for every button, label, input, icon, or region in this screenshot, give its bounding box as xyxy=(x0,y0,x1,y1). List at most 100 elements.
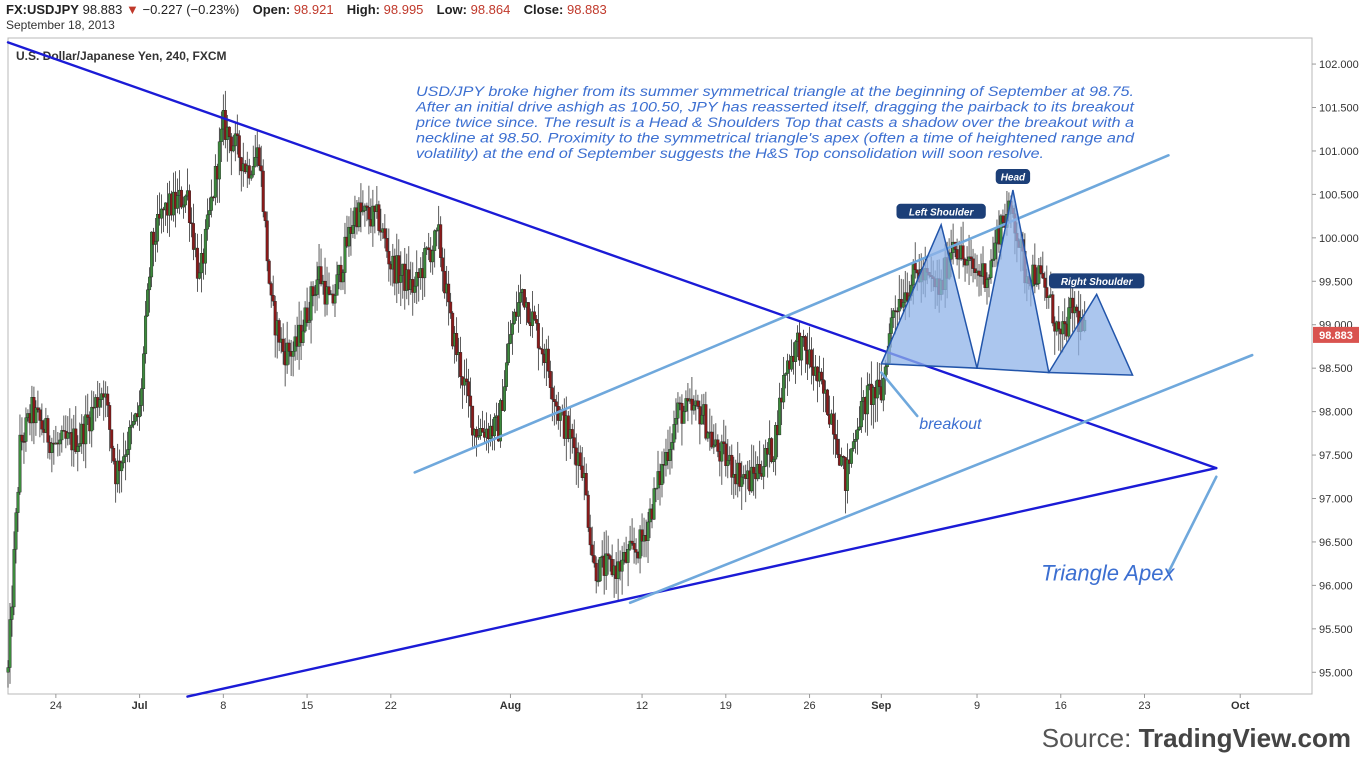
candle-body xyxy=(120,462,124,472)
candle-body xyxy=(510,323,514,335)
candle-body xyxy=(106,393,110,406)
candle-body xyxy=(181,204,185,208)
candle-body xyxy=(839,456,843,466)
candle-body xyxy=(506,343,510,363)
candle-body xyxy=(502,386,506,411)
candle-body xyxy=(227,126,231,138)
candle-body xyxy=(512,311,516,324)
candle-body xyxy=(377,204,381,231)
candle-body xyxy=(730,454,734,478)
chart-title: U.S. Dollar/Japanese Yen, 240, FXCM xyxy=(16,49,227,63)
candle-body xyxy=(138,405,142,418)
candle-body xyxy=(305,307,309,323)
y-tick-label: 101.500 xyxy=(1319,103,1359,115)
candle-body xyxy=(285,342,289,366)
y-tick-label: 95.000 xyxy=(1319,667,1353,679)
candle-body xyxy=(78,443,82,447)
x-tick-label: Jul xyxy=(132,700,148,712)
candle-body xyxy=(247,165,251,179)
x-tick-label: 26 xyxy=(803,700,815,712)
candle-body xyxy=(580,465,584,478)
candle-body xyxy=(594,562,598,582)
candle-body xyxy=(821,379,825,394)
candle-body xyxy=(291,351,295,357)
candle-body xyxy=(820,371,824,380)
candle-body xyxy=(877,379,881,387)
candle-body xyxy=(62,430,66,432)
candle-body xyxy=(267,260,271,284)
candle-body xyxy=(415,272,419,287)
candle-body xyxy=(183,195,187,206)
candle-body xyxy=(195,247,199,279)
candle-body xyxy=(359,202,363,213)
x-tick-label: Oct xyxy=(1231,700,1250,712)
chart-date: September 18, 2013 xyxy=(6,18,115,32)
candle-body xyxy=(455,333,459,356)
x-tick-label: Sep xyxy=(871,700,891,712)
candle-body xyxy=(841,456,845,458)
candle-body xyxy=(439,224,443,258)
candle-body xyxy=(969,256,973,260)
candle-body xyxy=(261,170,265,212)
candle-body xyxy=(22,441,26,443)
candle-body xyxy=(949,252,953,260)
candle-body xyxy=(10,606,14,620)
candle-body xyxy=(672,424,676,443)
trendline-triangle-lower xyxy=(186,466,1218,698)
candle-body xyxy=(443,270,447,294)
x-tick-label: 12 xyxy=(636,700,648,712)
candle-body xyxy=(150,231,154,278)
candle-body xyxy=(333,295,337,304)
candle-body xyxy=(1075,306,1079,312)
candle-body xyxy=(794,341,798,362)
candle-body xyxy=(341,272,345,283)
candle-body xyxy=(740,476,744,487)
candle-body xyxy=(772,458,776,463)
candle-body xyxy=(34,407,38,424)
down-arrow-icon: ▼ xyxy=(125,2,139,17)
trendline-apex-pointer xyxy=(1167,475,1218,574)
candle-body xyxy=(427,247,431,251)
x-tick-label: 24 xyxy=(50,700,62,712)
candle-body xyxy=(849,448,853,464)
candle-body xyxy=(14,512,18,550)
candle-body xyxy=(554,401,558,407)
candle-body xyxy=(536,323,540,349)
candle-body xyxy=(985,278,989,288)
high-value: 98.995 xyxy=(383,2,424,17)
candle-body xyxy=(265,220,269,262)
candle-body xyxy=(1071,297,1075,314)
candle-body xyxy=(712,444,716,448)
candle-body xyxy=(315,279,319,295)
label-triangle-apex: Triangle Apex xyxy=(1041,560,1175,585)
candle-body xyxy=(586,494,590,528)
candle-body xyxy=(122,456,126,464)
y-tick-label: 101.000 xyxy=(1319,146,1359,158)
candle-body xyxy=(235,133,239,136)
candlesticks xyxy=(6,90,1087,688)
candle-body xyxy=(463,378,467,386)
candle-body xyxy=(447,283,451,303)
x-tick-label: 19 xyxy=(720,700,732,712)
candle-body xyxy=(532,311,536,320)
annotation-line: price twice since. The result is a Head … xyxy=(415,115,1135,130)
candle-body xyxy=(179,189,183,208)
hs-right-shoulder xyxy=(1047,292,1134,376)
candle-body xyxy=(913,263,917,270)
candle-body xyxy=(720,441,724,462)
candle-body xyxy=(335,274,339,296)
x-tick-label: 22 xyxy=(385,700,397,712)
candle-body xyxy=(277,320,281,343)
candle-body xyxy=(1001,215,1005,223)
candle-body xyxy=(130,424,134,428)
candle-body xyxy=(716,439,720,452)
hs-head xyxy=(976,189,1050,374)
hs-left-shoulder xyxy=(880,222,978,369)
candle-body xyxy=(257,147,261,166)
candle-body xyxy=(363,205,367,211)
y-tick-label: 102.000 xyxy=(1319,59,1359,71)
trendline-channel-lower xyxy=(628,353,1254,605)
label-left-shoulder: Left Shoulder xyxy=(896,203,986,219)
source-brand[interactable]: TradingView.com xyxy=(1138,723,1351,753)
